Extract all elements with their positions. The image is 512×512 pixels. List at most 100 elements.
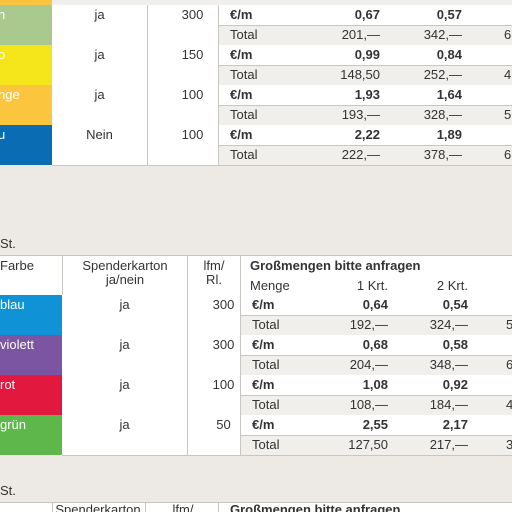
header-text: Spenderkarton: [55, 502, 141, 512]
cell-text: ja: [94, 87, 105, 102]
header: [0, 502, 512, 512]
color-swatch: [0, 415, 62, 455]
rule: [62, 255, 63, 295]
rule: [218, 502, 219, 512]
cell-text: 192,—: [349, 317, 388, 332]
cell-text: €/m: [230, 47, 253, 62]
cell-text: 0,54: [442, 297, 468, 312]
rule: [240, 435, 512, 436]
caption: St.: [0, 236, 16, 251]
rule: [52, 502, 53, 512]
rule: [147, 5, 148, 165]
rule: [240, 395, 512, 396]
cell: [240, 435, 512, 455]
cell-text: 2,55: [362, 417, 388, 432]
cell-text: €/m: [252, 337, 275, 352]
cell-text: 50: [216, 417, 231, 432]
cell-text: 1,64: [436, 87, 462, 102]
cell-text: 6: [504, 27, 512, 42]
cell-text: 4: [506, 397, 512, 412]
cell-text: 300: [181, 7, 204, 22]
cell-text: Total: [252, 317, 280, 332]
cell-text: 378,—: [423, 147, 462, 162]
header-text: lfm/ Rl.: [203, 258, 225, 287]
cell-text: €/m: [252, 417, 275, 432]
cell-text: 3: [506, 437, 512, 452]
cell-text: 342,—: [423, 27, 462, 42]
color-name: o: [0, 47, 6, 62]
cell-text: 4: [504, 67, 512, 82]
cell-text: Total: [230, 147, 258, 162]
cell-text: 0,84: [436, 47, 462, 62]
cell: [52, 85, 218, 125]
cell-text: €/m: [230, 7, 253, 22]
color-name: blau: [0, 297, 25, 312]
color-swatch: [0, 0, 52, 5]
cell-text: Total: [252, 397, 280, 412]
cell-text: 2,22: [354, 127, 380, 142]
color-swatch: [0, 295, 62, 335]
cell: [218, 125, 512, 145]
color-name: nge: [0, 87, 20, 102]
header-text: 1 Krt.: [356, 278, 388, 293]
color-swatch: [0, 375, 62, 415]
cell-text: Total: [230, 67, 258, 82]
cell-text: 100: [181, 87, 204, 102]
header-text: lfm/: [172, 502, 194, 512]
cell-text: ja: [94, 7, 105, 22]
cell-text: 348,—: [429, 357, 468, 372]
cell: [52, 0, 512, 5]
rule: [240, 295, 241, 455]
cell-text: 0,67: [354, 7, 380, 22]
cell-text: 0,92: [442, 377, 468, 392]
rule: [218, 65, 512, 66]
header-text: Großmengen bitte anfragen: [230, 502, 401, 512]
cell-text: 217,—: [429, 437, 468, 452]
cell-text: Total: [252, 357, 280, 372]
rule: [0, 502, 512, 503]
header-text: Spenderkarton ja/nein: [82, 258, 168, 287]
cell: [240, 335, 512, 355]
cell-text: 0,68: [362, 337, 388, 352]
cell-text: 0,99: [354, 47, 380, 62]
rule: [52, 165, 512, 166]
cell-text: 127,50: [348, 437, 388, 452]
cell-text: 201,—: [341, 27, 380, 42]
cell-text: 0,64: [362, 297, 388, 312]
rule: [145, 502, 146, 512]
cell-text: 5: [504, 107, 512, 122]
cell-text: 328,—: [423, 107, 462, 122]
color-swatch: [0, 335, 62, 375]
cell-text: 148,50: [340, 67, 380, 82]
cell-text: 1,08: [362, 377, 388, 392]
rule: [218, 25, 512, 26]
cell: [52, 45, 218, 85]
cell-text: 150: [181, 47, 204, 62]
cell-text: ja: [119, 377, 130, 392]
cell: [218, 25, 512, 45]
cell-text: 2,17: [442, 417, 468, 432]
rule: [187, 255, 188, 295]
cell-text: Total: [230, 107, 258, 122]
color-name: rot: [0, 377, 16, 392]
header-text: Farbe: [0, 258, 34, 273]
color-name: u: [0, 127, 6, 142]
cell: [62, 295, 240, 335]
color-name: n: [0, 7, 6, 22]
cell-text: Nein: [86, 127, 113, 142]
cell-text: 324,—: [429, 317, 468, 332]
header-text: Menge: [250, 278, 290, 293]
color-swatch: [0, 45, 52, 85]
cell-text: ja: [119, 417, 130, 432]
cell-text: 252,—: [423, 67, 462, 82]
cell-text: 100: [181, 127, 204, 142]
cell: [240, 295, 512, 315]
color-name: violett: [0, 337, 34, 352]
color-name: grün: [0, 417, 27, 432]
rule: [240, 315, 512, 316]
cell-text: 1,93: [354, 87, 380, 102]
rule: [0, 255, 512, 256]
cell-text: 108,—: [349, 397, 388, 412]
cell: [218, 45, 512, 65]
cell: [218, 85, 512, 105]
